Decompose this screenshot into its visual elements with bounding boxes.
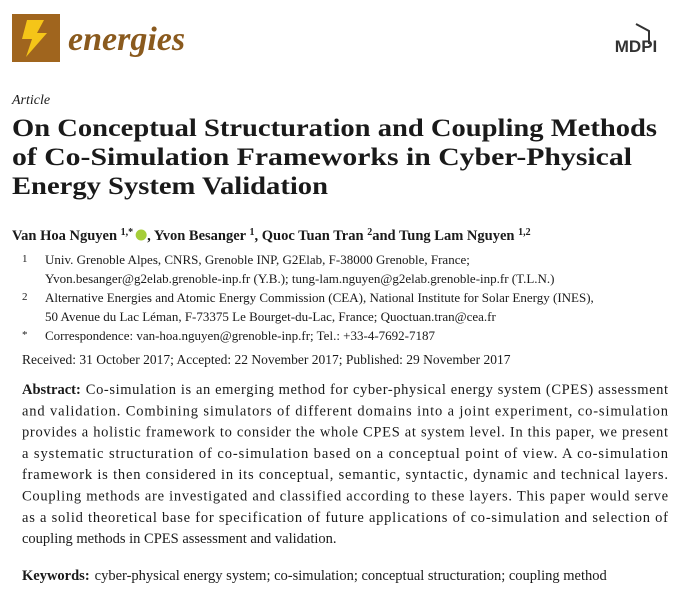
abstract-line: coupling methods in CPES assessment and …: [22, 531, 337, 547]
abstract-line: as a solid theoretical base for specific…: [22, 510, 668, 526]
affiliation-marker: *: [22, 329, 28, 341]
publisher-name: MDPI: [615, 37, 658, 56]
author-name: Tung Lam Nguyen: [399, 228, 515, 244]
publisher-logo: MDPI: [615, 23, 658, 56]
keywords-label: Keywords:: [22, 568, 90, 584]
author-name: Quoc Tuan Tran: [262, 228, 364, 244]
article-type: Article: [11, 93, 50, 108]
author-affiliation-mark: 1: [249, 227, 254, 238]
author-line: Van Hoa Nguyen 1,*​​, Yvon Besanger 1​, …: [12, 227, 531, 244]
abstract-line: Coupling methods are investigated and cl…: [22, 489, 668, 505]
dates: Received: 31 October 2017; Accepted: 22 …: [22, 352, 511, 367]
author-affiliation-mark: 1,*: [121, 227, 134, 238]
affiliation-marker: 2: [22, 291, 28, 303]
affiliation-line: Correspondence: van-hoa.nguyen@grenoble-…: [45, 328, 435, 343]
author-separator: ,: [147, 228, 151, 244]
author-name: Van Hoa Nguyen: [12, 228, 117, 244]
affiliation-line: Yvon.besanger@g2elab.grenoble-inp.fr (Y.…: [45, 271, 555, 286]
title-line: On Conceptual Structuration and Coupling…: [12, 115, 657, 142]
title-line: of Co-Simulation Frameworks in Cyber-Phy…: [12, 144, 632, 171]
abstract-line: provides a holistic framework to conside…: [22, 425, 668, 441]
journal-logo: [12, 14, 60, 62]
abstract-line: a systematic structuration of co-simulat…: [22, 446, 669, 462]
affiliation-line: Alternative Energies and Atomic Energy C…: [45, 290, 594, 305]
title-line: Energy System Validation: [12, 173, 328, 200]
keywords-text: cyber-physical energy system; co-simulat…: [95, 568, 608, 584]
affiliation-line: Univ. Grenoble Alpes, CNRS, Grenoble INP…: [45, 252, 470, 267]
logo-stroke: [635, 23, 650, 44]
author-separator: ,: [254, 228, 258, 244]
affiliation-line: 50 Avenue du Lac Léman, F-73375 Le Bourg…: [45, 309, 496, 324]
journal-name: energies: [68, 21, 185, 58]
affiliation-marker: 1: [22, 253, 28, 265]
author-name: Yvon Besanger: [154, 228, 247, 244]
author-affiliation-mark: 1,2: [518, 227, 531, 238]
logo-bolt: [22, 20, 47, 57]
content: On Conceptual Structuration and Coupling…: [12, 115, 669, 584]
author-separator: and: [372, 228, 395, 244]
author-affiliation-mark: 2: [367, 227, 372, 238]
abstract-line: and validation. Combining simulators of …: [22, 403, 669, 419]
abstract-label: Abstract:: [22, 382, 81, 398]
abstract-line: framework is then considered in its conc…: [22, 467, 668, 483]
abstract-line: Co-simulation is an emerging method for …: [86, 382, 668, 398]
orcid-icon: [135, 229, 147, 241]
